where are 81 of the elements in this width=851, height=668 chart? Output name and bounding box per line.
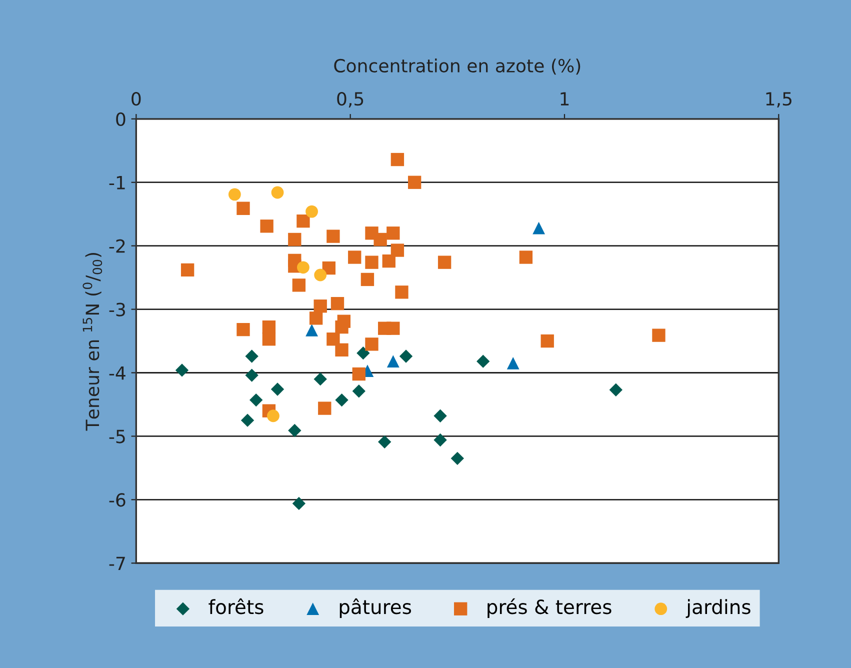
point (352, 384, 366, 398)
point (292, 278, 306, 292)
point (348, 250, 362, 264)
point (476, 354, 490, 368)
y-tick-label: 0 (116, 112, 126, 126)
point (434, 409, 447, 422)
point (245, 350, 258, 363)
y-tick-label: -3 (109, 302, 125, 316)
point (288, 424, 302, 438)
point (540, 334, 554, 348)
point (240, 414, 254, 427)
point (386, 226, 400, 240)
y-tick-label: -4 (109, 366, 126, 380)
point (399, 350, 413, 363)
point (434, 433, 447, 447)
point (450, 452, 464, 466)
point (250, 393, 263, 407)
point (382, 254, 396, 268)
point (228, 188, 241, 201)
y-axis-title: Teneur en $^{15}$N ($^{0}$/$_{00}$) (82, 253, 102, 431)
point (438, 256, 452, 269)
x-tick-label: 1 (560, 92, 569, 106)
point (390, 244, 404, 257)
point (292, 496, 306, 510)
point (506, 357, 520, 370)
point (386, 322, 400, 335)
legend-label: jardins (686, 599, 750, 618)
legend-label: prés & terres (488, 598, 612, 618)
point (314, 300, 327, 313)
point (335, 343, 348, 356)
point (365, 256, 378, 269)
point (262, 320, 276, 334)
point (335, 320, 348, 334)
y-tick-label: -2 (109, 239, 125, 253)
y-tick-label: -7 (109, 556, 125, 570)
point (326, 332, 340, 346)
point (297, 261, 310, 274)
y-tick-label: -5 (109, 430, 125, 444)
x-axis-title: Concentration en azote (%) (334, 58, 580, 75)
legend-label: pâtures (340, 598, 412, 618)
point (288, 232, 302, 246)
point (245, 368, 258, 382)
point (296, 214, 310, 228)
x-tick-label: 0 (132, 92, 141, 106)
point (360, 272, 374, 286)
point (314, 372, 327, 386)
y-tick-label: -1 (109, 176, 125, 190)
point (180, 263, 194, 277)
point (271, 186, 284, 199)
point (306, 324, 318, 336)
point (262, 332, 276, 346)
point (236, 202, 250, 215)
point (609, 383, 622, 396)
point (652, 328, 666, 342)
point (378, 435, 392, 449)
point (532, 222, 546, 234)
point (267, 410, 280, 422)
point (270, 382, 284, 396)
point (365, 338, 378, 351)
point (395, 286, 408, 299)
point (408, 176, 422, 189)
legend-label: forêts (208, 598, 264, 614)
x-tick-label: 1,5 (766, 92, 792, 108)
point (318, 402, 332, 415)
x-tick-label: 0,5 (337, 92, 364, 108)
point (335, 393, 348, 407)
point (374, 232, 387, 246)
point (306, 205, 318, 218)
point (356, 346, 370, 360)
point (326, 230, 340, 243)
point (260, 220, 274, 233)
point (330, 296, 344, 310)
point (390, 152, 404, 166)
point (386, 355, 400, 368)
point (175, 364, 189, 377)
point (314, 268, 327, 282)
point (352, 367, 366, 381)
point (519, 250, 533, 264)
y-tick-label: -6 (109, 493, 126, 507)
point (236, 323, 250, 336)
point (309, 312, 323, 325)
